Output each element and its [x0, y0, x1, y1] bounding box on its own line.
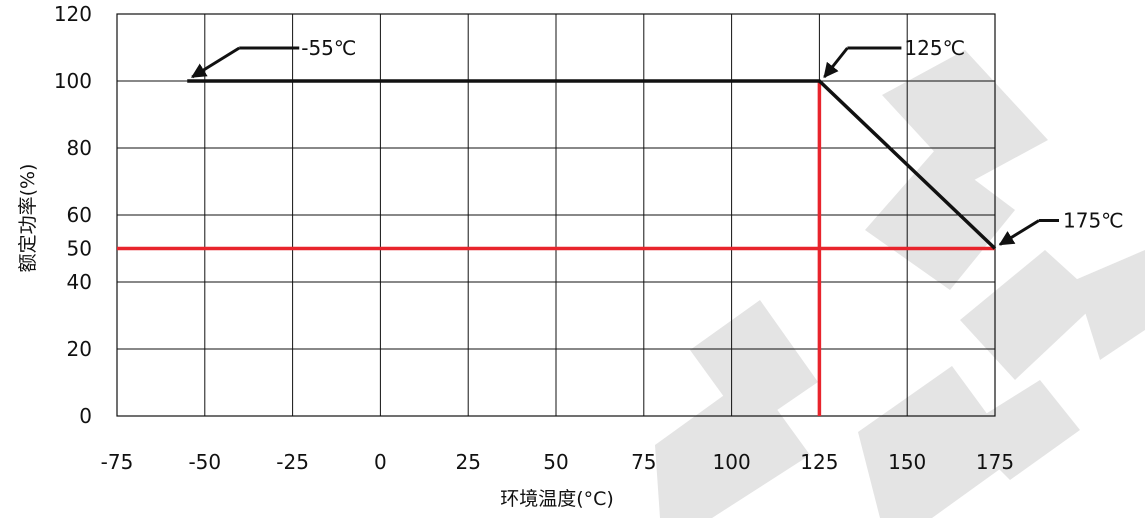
y-axis-label: 额定功率(%) [17, 164, 39, 273]
watermark-shape [655, 375, 810, 518]
annotation-label: 125℃ [904, 36, 965, 60]
y-tick-label: 50 [67, 237, 92, 261]
plot-frame [116, 13, 996, 417]
annotation-arrow [190, 46, 241, 79]
series-layer [187, 79, 997, 250]
reference-lines [117, 81, 995, 416]
x-tick-label: 50 [543, 450, 568, 474]
watermark-shape [858, 366, 1018, 518]
chart-grid [116, 13, 996, 417]
watermark-shape [1075, 250, 1145, 360]
annotation-arrow [998, 219, 1040, 246]
x-tick-label: 150 [888, 450, 926, 474]
annotation-label: 175℃ [1063, 209, 1124, 233]
annotation-layer: -55℃ 125℃ 175℃ [190, 36, 1124, 246]
y-tick-label: 100 [54, 69, 92, 93]
x-tick-label: 125 [800, 450, 838, 474]
y-tick-label: 20 [67, 337, 92, 361]
x-tick-label: -50 [188, 450, 221, 474]
watermark-shape [960, 250, 1100, 380]
x-tick-label: -75 [101, 450, 134, 474]
annotation-label: -55℃ [301, 36, 356, 60]
x-axis-ticks: -75 -50 -25 0 25 50 75 100 125 150 175 [101, 450, 1014, 474]
annotation-arrow [823, 47, 849, 79]
watermark-shape [882, 50, 1048, 185]
x-tick-label: 25 [455, 450, 480, 474]
x-tick-label: 0 [374, 450, 387, 474]
watermark [655, 50, 1145, 518]
x-tick-label: 75 [631, 450, 656, 474]
y-tick-label: 40 [67, 270, 92, 294]
y-axis-ticks: 0 20 40 50 60 80 100 120 [54, 2, 92, 428]
series-line [187, 79, 997, 250]
y-tick-label: 60 [67, 203, 92, 227]
watermark-shape [865, 150, 1015, 290]
y-tick-label: 80 [67, 136, 92, 160]
watermark-shape [690, 300, 818, 430]
x-axis-label: 环境温度(°C) [500, 488, 614, 510]
y-tick-label: 0 [79, 404, 92, 428]
x-tick-label: 175 [976, 450, 1014, 474]
y-tick-label: 120 [54, 2, 92, 26]
x-tick-label: -25 [276, 450, 309, 474]
watermark-shape [960, 380, 1080, 480]
x-tick-label: 100 [713, 450, 751, 474]
